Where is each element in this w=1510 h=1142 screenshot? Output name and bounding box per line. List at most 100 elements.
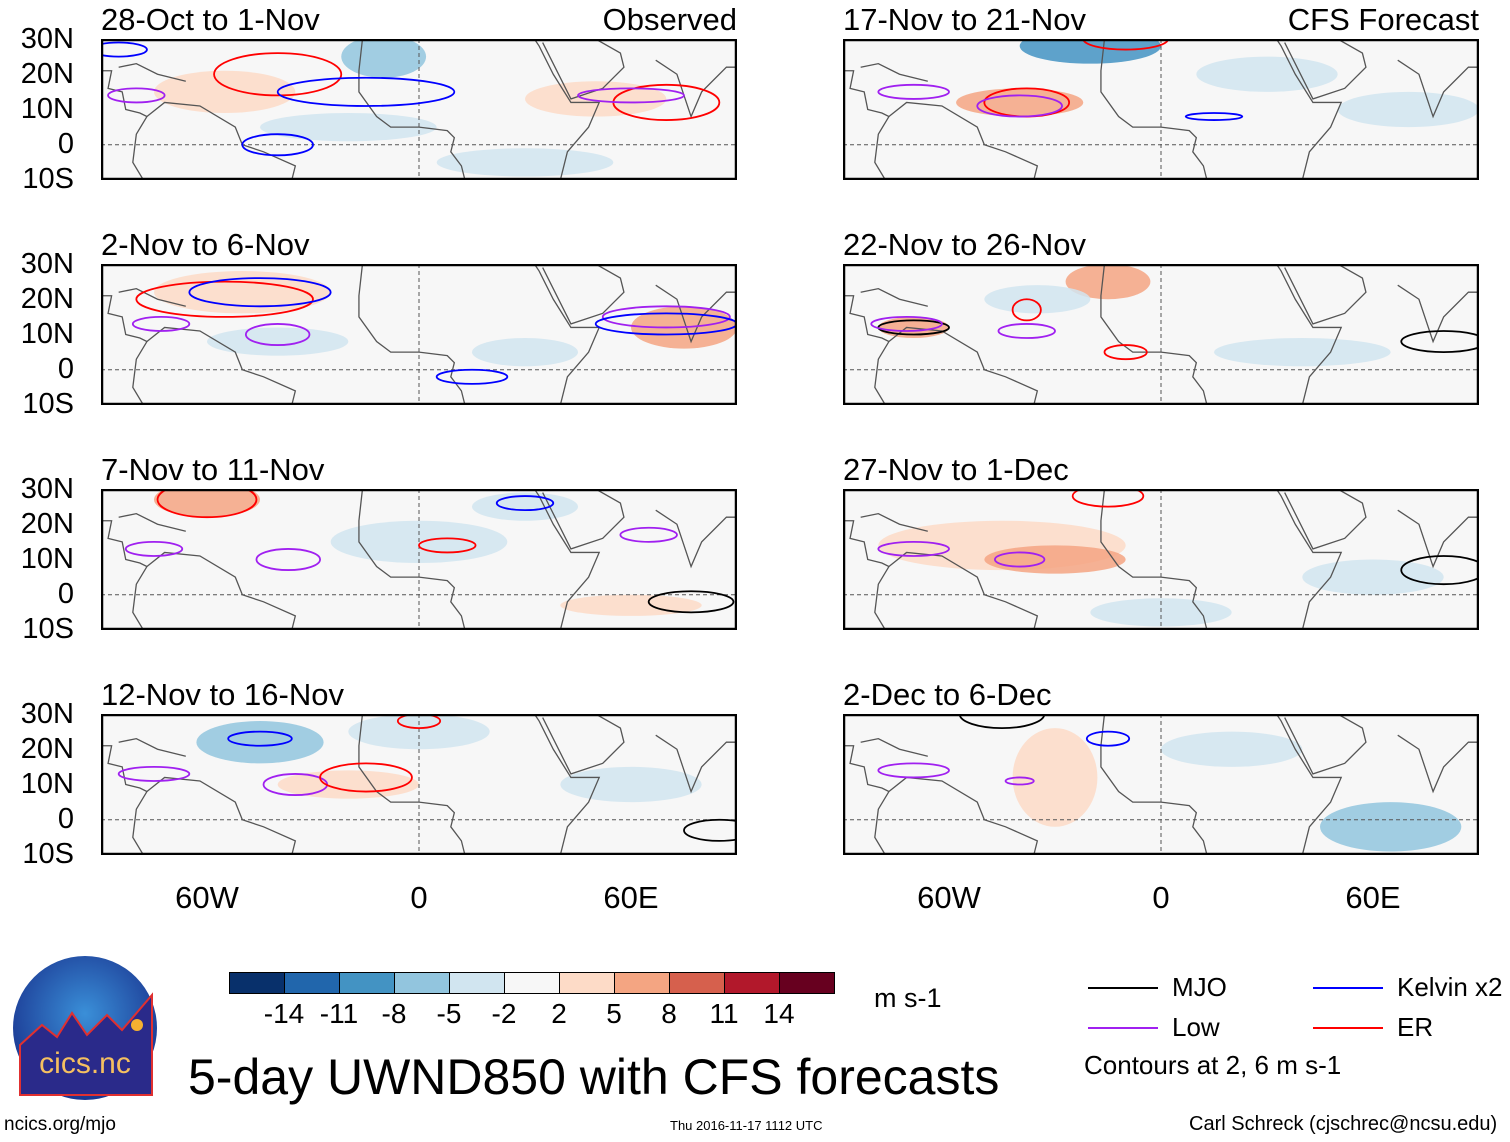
er-contour <box>213 52 343 97</box>
coastline <box>101 520 148 630</box>
colorbar-swatch <box>779 972 835 994</box>
footer-url[interactable]: ncics.org/mjo <box>4 1114 116 1135</box>
coastline <box>1100 264 1208 405</box>
coastline <box>1100 489 1208 630</box>
coastline <box>118 62 186 82</box>
anomaly-shading <box>260 113 437 142</box>
coastline <box>655 59 737 119</box>
panel-title: 7-Nov to 11-Nov <box>101 452 325 487</box>
panel-frame <box>101 39 737 180</box>
coastline <box>888 101 1039 180</box>
lon-tick-label: 60E <box>603 880 659 915</box>
coastline <box>542 39 625 100</box>
low-contour <box>994 551 1046 568</box>
low-contour <box>877 762 950 779</box>
lon-tick-label: 60W <box>175 880 239 915</box>
panel-frame <box>101 714 737 855</box>
coastline <box>1100 39 1208 180</box>
low-contour <box>124 540 184 557</box>
anomaly-shading <box>341 39 427 78</box>
anomaly-shading <box>1337 91 1479 128</box>
low-contour <box>1004 776 1035 786</box>
lat-tick-label: 10S <box>22 388 74 420</box>
anomaly-shading <box>1196 56 1338 92</box>
coastline <box>1397 59 1479 119</box>
low-contour <box>877 540 950 557</box>
lat-tick-label: 10N <box>20 93 74 125</box>
coastline <box>655 509 737 569</box>
panel-title: 27-Nov to 1-Dec <box>843 452 1069 487</box>
er-contour <box>396 714 442 729</box>
er-contour <box>1103 344 1148 361</box>
coastline <box>888 326 1039 405</box>
er-contour <box>135 280 314 318</box>
cics-logo: cics.nc <box>13 956 157 1100</box>
anomaly-shading <box>436 148 614 177</box>
map-panel <box>843 39 1479 180</box>
anomaly-shading <box>277 770 419 799</box>
kelvin-contour <box>101 41 148 58</box>
coastline <box>1284 39 1367 100</box>
map-panel <box>843 714 1479 855</box>
panel-frame <box>843 489 1479 630</box>
coastline <box>843 70 890 180</box>
er-contour <box>1071 489 1145 508</box>
lon-tick-label: 60E <box>1345 880 1401 915</box>
coastline <box>1196 489 1343 630</box>
coastline <box>146 101 297 180</box>
colorbar-swatch <box>614 972 670 994</box>
coastline <box>843 295 890 405</box>
low-contour <box>244 323 311 346</box>
legend-line <box>1088 987 1158 989</box>
coastline <box>655 734 737 794</box>
lat-tick-label: 30N <box>20 473 74 505</box>
colorbar-label: -5 <box>436 998 462 1029</box>
low-contour <box>577 87 685 104</box>
colorbar-swatch <box>284 972 340 994</box>
coastline <box>146 776 297 855</box>
column-header: CFS Forecast <box>1287 2 1479 37</box>
anomaly-shading <box>1161 731 1303 767</box>
coastline <box>1397 509 1479 569</box>
map-panel <box>843 489 1479 630</box>
kelvin-contour <box>241 133 314 157</box>
map-panel <box>101 264 737 405</box>
panel-frame <box>843 714 1479 855</box>
coastline <box>1196 714 1343 855</box>
anomaly-shading <box>1019 39 1161 64</box>
anomaly-shading <box>956 88 1084 117</box>
lon-tick-label: 0 <box>1152 880 1170 915</box>
coastline <box>1397 284 1479 344</box>
er-contour <box>156 489 258 519</box>
anomaly-shading <box>196 721 324 764</box>
colorbar-label: -14 <box>263 998 305 1029</box>
low-contour <box>107 87 166 104</box>
anomaly-shading <box>154 489 260 518</box>
coastline <box>860 62 928 82</box>
kelvin-contour <box>227 730 293 747</box>
footer-timestamp: Thu 2016-11-17 1112 UTC <box>670 1118 823 1133</box>
colorbar-label: 11 <box>709 998 739 1029</box>
colorbar-swatch <box>394 972 450 994</box>
low-contour <box>255 548 321 571</box>
er-contour <box>1082 39 1169 51</box>
coastline <box>454 489 601 630</box>
colorbar-label: -8 <box>381 998 407 1029</box>
anomaly-shading <box>1320 802 1462 852</box>
colorbar-swatch <box>559 972 615 994</box>
er-contour <box>319 762 413 793</box>
coastline <box>101 295 148 405</box>
lat-tick-label: 30N <box>20 248 74 280</box>
coastline <box>888 551 1039 630</box>
colorbar-label: 8 <box>661 998 677 1029</box>
low-contour <box>619 526 678 543</box>
low-contour <box>877 83 950 100</box>
panel-frame <box>843 264 1479 405</box>
anomaly-shading <box>1012 728 1098 827</box>
coastline <box>542 264 625 325</box>
kelvin-contour <box>188 277 332 308</box>
panel-title: 2-Dec to 6-Dec <box>843 677 1052 712</box>
kelvin-contour <box>276 76 456 107</box>
low-contour <box>870 315 943 332</box>
